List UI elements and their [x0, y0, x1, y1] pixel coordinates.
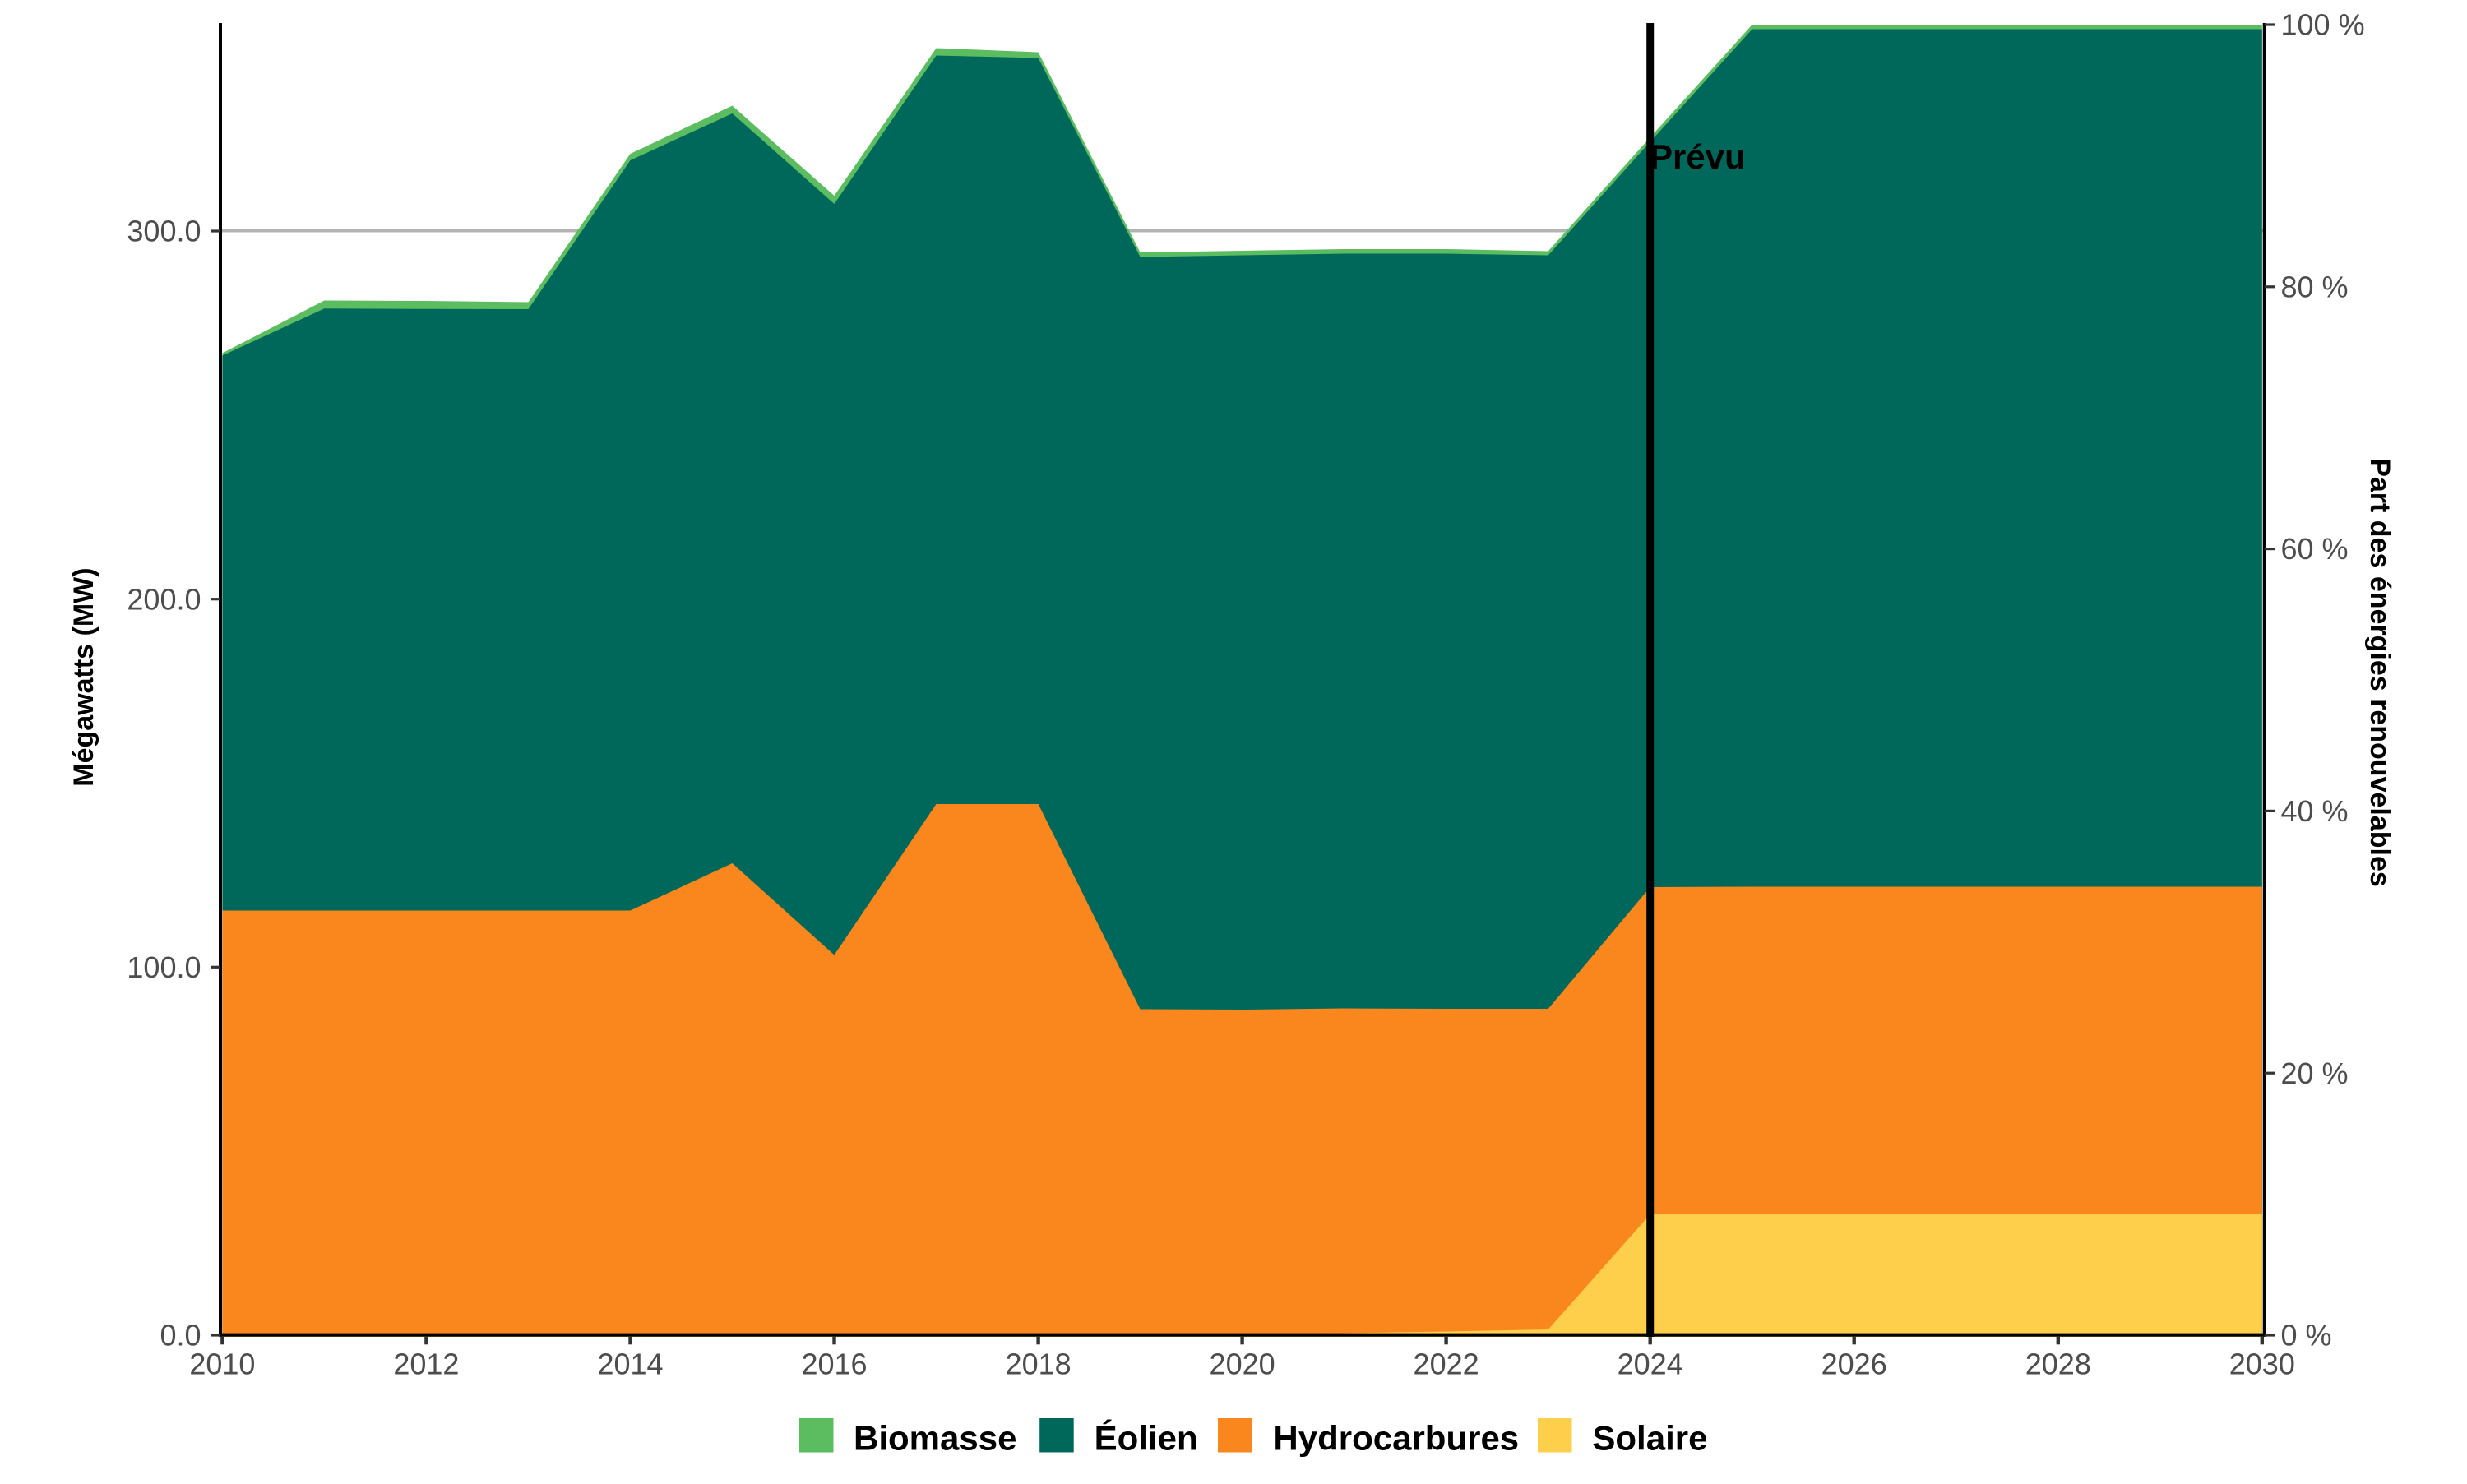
svg-text:100.0: 100.0	[127, 950, 201, 984]
svg-text:80 %: 80 %	[2281, 270, 2349, 303]
svg-text:2026: 2026	[1821, 1347, 1887, 1380]
svg-text:Solaire: Solaire	[1592, 1419, 1707, 1458]
svg-text:Prévu: Prévu	[1650, 137, 1746, 176]
svg-text:100 %: 100 %	[2281, 8, 2365, 42]
svg-text:2030: 2030	[2229, 1347, 2295, 1380]
svg-text:2010: 2010	[189, 1347, 255, 1380]
svg-text:2028: 2028	[2025, 1347, 2091, 1380]
svg-text:60 %: 60 %	[2281, 532, 2349, 566]
svg-text:Part des énergies renouvelable: Part des énergies renouvelables	[2364, 458, 2395, 887]
svg-text:2018: 2018	[1006, 1347, 1072, 1380]
svg-text:300.0: 300.0	[127, 215, 201, 248]
svg-text:2024: 2024	[1618, 1347, 1683, 1380]
svg-text:2022: 2022	[1414, 1347, 1479, 1380]
svg-text:200.0: 200.0	[127, 582, 201, 616]
svg-text:0.0: 0.0	[160, 1319, 201, 1352]
svg-text:2016: 2016	[801, 1347, 867, 1380]
svg-text:2012: 2012	[393, 1347, 459, 1380]
svg-text:2020: 2020	[1210, 1347, 1275, 1380]
svg-text:0 %: 0 %	[2281, 1319, 2332, 1352]
svg-text:Hydrocarbures: Hydrocarbures	[1273, 1419, 1519, 1458]
svg-text:Éolien: Éolien	[1095, 1419, 1198, 1458]
svg-text:Biomasse: Biomasse	[854, 1419, 1016, 1458]
svg-text:20 %: 20 %	[2281, 1056, 2349, 1090]
svg-text:Mégawatts (MW): Mégawatts (MW)	[68, 567, 100, 786]
svg-text:40 %: 40 %	[2281, 794, 2349, 828]
svg-text:2014: 2014	[597, 1347, 663, 1380]
